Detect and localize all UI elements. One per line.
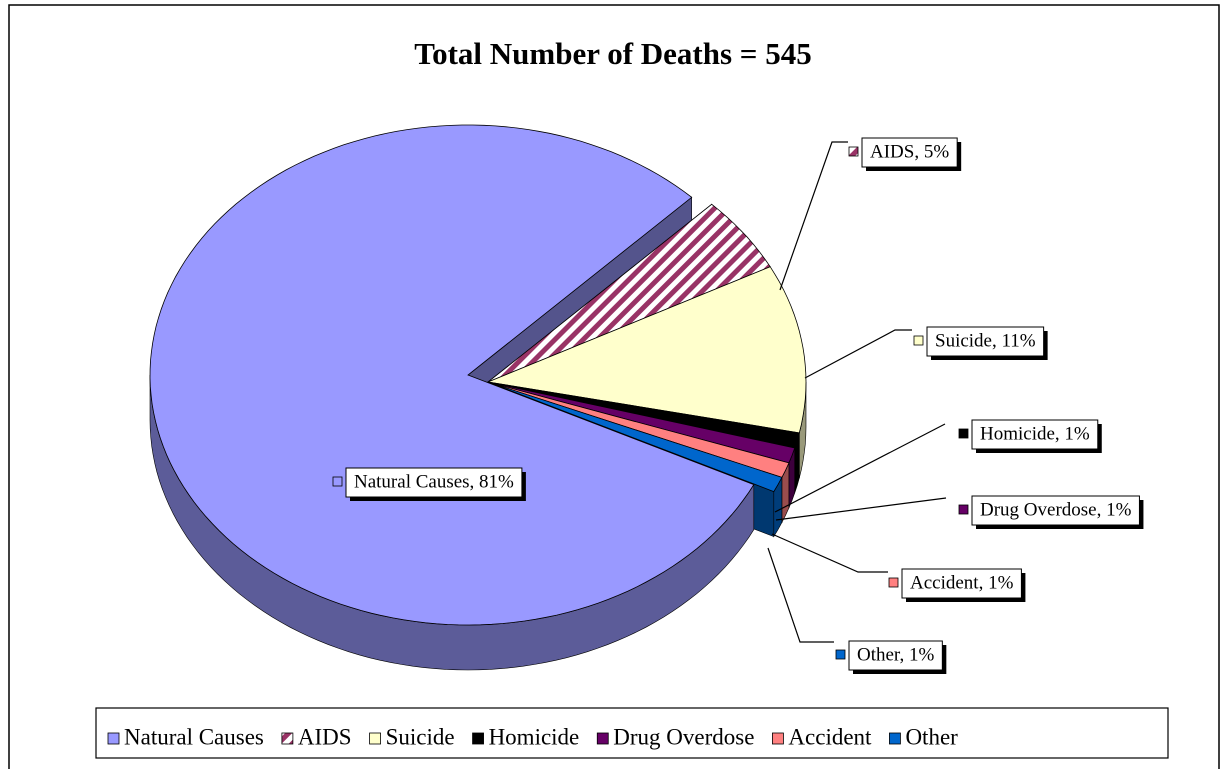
label-marker — [958, 504, 969, 515]
leader-line — [804, 329, 912, 379]
legend-marker — [772, 732, 784, 745]
leader-line — [779, 141, 848, 291]
legend-label: Accident — [788, 724, 872, 749]
data-label: AIDS, 5% — [870, 141, 949, 162]
label-marker — [888, 577, 899, 588]
data-label: Suicide, 11% — [935, 330, 1036, 351]
legend-marker — [889, 732, 901, 745]
data-label: Homicide, 1% — [980, 423, 1090, 444]
legend-marker — [107, 732, 120, 745]
label-box — [971, 419, 1099, 450]
data-label: Other, 1% — [857, 644, 934, 665]
legend-marker — [472, 732, 484, 745]
data-label: Natural Causes, 81% — [354, 471, 514, 492]
label-marker — [958, 428, 969, 439]
slice — [486, 266, 807, 434]
label-box — [926, 326, 1045, 357]
leader-line — [771, 533, 888, 573]
leader-line — [774, 423, 946, 513]
legend-marker — [369, 732, 381, 745]
leader-line — [767, 547, 834, 643]
slice — [487, 381, 783, 493]
label-marker — [913, 335, 924, 346]
slice — [487, 203, 771, 383]
legend-label: Suicide — [386, 724, 455, 749]
legend-label: Other — [905, 724, 958, 749]
legend-marker — [281, 732, 294, 745]
label-box — [971, 495, 1140, 526]
legend-label: Homicide — [489, 724, 580, 749]
data-label: Drug Overdose, 1% — [980, 499, 1132, 520]
label-marker — [332, 476, 343, 487]
legend-marker — [596, 732, 609, 745]
label-box — [861, 137, 958, 168]
legend-box — [95, 707, 1169, 759]
data-label: Accident, 1% — [910, 572, 1014, 593]
leader-line — [775, 497, 947, 521]
label-box — [848, 640, 943, 671]
label-marker — [848, 146, 859, 157]
chart-title: Total Number of Deaths = 545 — [414, 36, 811, 71]
label-box — [901, 568, 1022, 599]
legend-label: AIDS — [298, 724, 352, 749]
label-box — [345, 467, 523, 498]
label-marker — [835, 649, 846, 660]
slice — [149, 124, 755, 626]
legend-label: Natural Causes — [124, 724, 264, 749]
legend-label: Drug Overdose — [613, 724, 754, 749]
